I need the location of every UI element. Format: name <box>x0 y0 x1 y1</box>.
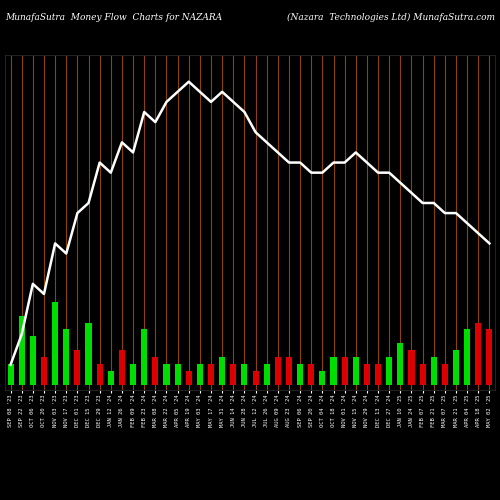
Bar <box>174 364 180 385</box>
Bar <box>86 322 91 385</box>
Bar <box>219 357 225 385</box>
Bar <box>30 336 36 385</box>
Bar <box>352 357 359 385</box>
Bar <box>52 302 58 385</box>
Bar <box>130 364 136 385</box>
Bar <box>464 330 470 385</box>
Text: (Nazara  Technologies Ltd) MunafaSutra.com: (Nazara Technologies Ltd) MunafaSutra.co… <box>287 12 495 22</box>
Bar <box>186 371 192 385</box>
Bar <box>308 364 314 385</box>
Bar <box>108 371 114 385</box>
Bar <box>375 364 381 385</box>
Bar <box>386 357 392 385</box>
Bar <box>286 357 292 385</box>
Bar <box>18 316 25 385</box>
Bar <box>96 364 102 385</box>
Bar <box>208 364 214 385</box>
Bar <box>197 364 203 385</box>
Bar <box>164 364 170 385</box>
Bar <box>330 357 336 385</box>
Bar <box>252 371 258 385</box>
Text: MunafaSutra  Money Flow  Charts for NAZARA: MunafaSutra Money Flow Charts for NAZARA <box>5 12 222 22</box>
Bar <box>320 371 326 385</box>
Bar <box>297 364 303 385</box>
Bar <box>63 330 70 385</box>
Bar <box>364 364 370 385</box>
Bar <box>264 364 270 385</box>
Bar <box>74 350 80 385</box>
Bar <box>453 350 459 385</box>
Bar <box>152 357 158 385</box>
Bar <box>141 330 148 385</box>
Bar <box>275 357 281 385</box>
Bar <box>486 330 492 385</box>
Bar <box>342 357 347 385</box>
Bar <box>408 350 414 385</box>
Bar <box>430 357 437 385</box>
Bar <box>442 364 448 385</box>
Bar <box>41 357 47 385</box>
Bar <box>119 350 125 385</box>
Bar <box>242 364 248 385</box>
Bar <box>398 344 404 385</box>
Bar <box>420 364 426 385</box>
Bar <box>475 322 482 385</box>
Bar <box>8 364 14 385</box>
Bar <box>230 364 236 385</box>
